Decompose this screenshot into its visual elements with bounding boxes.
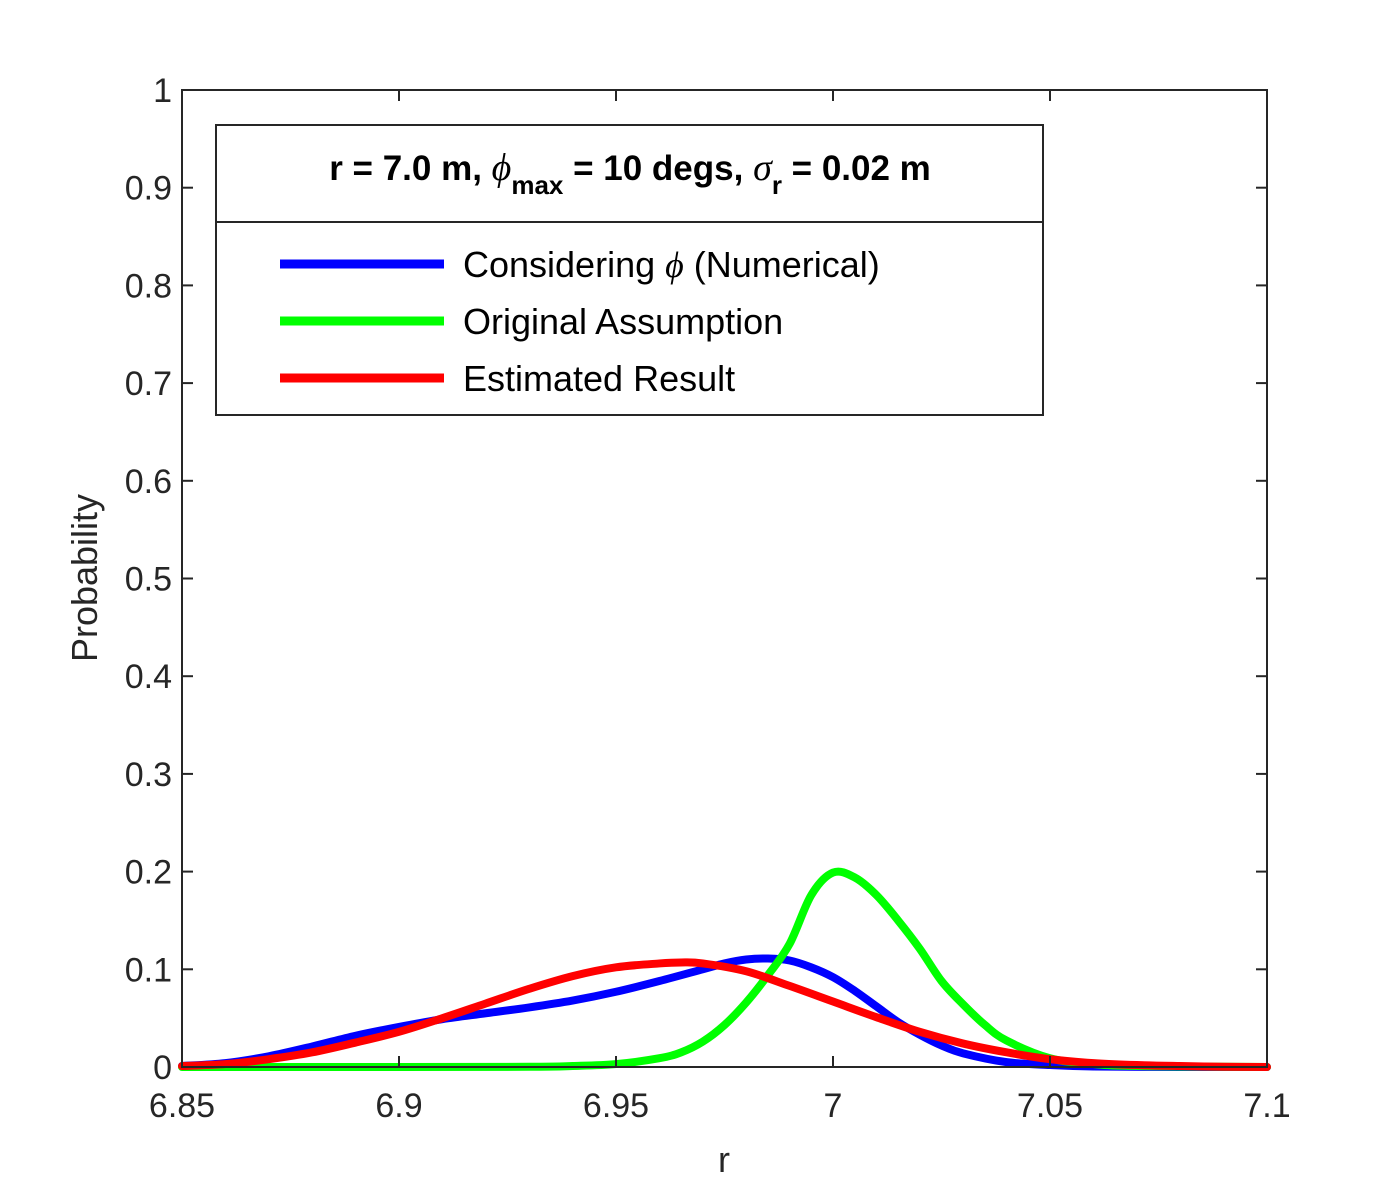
x-tick-label-3: 7 xyxy=(824,1087,843,1125)
series-line-2 xyxy=(178,958,1271,1071)
y-axis-label: Probability xyxy=(64,494,105,662)
legend-label-original: Original Assumption xyxy=(463,301,783,342)
y-tick-label-9: 0.9 xyxy=(125,170,172,208)
legend-label-estimated: Estimated Result xyxy=(463,358,735,399)
y-tick-label-6: 0.6 xyxy=(125,463,172,501)
series-line-1 xyxy=(178,867,1271,1072)
series-group xyxy=(178,867,1271,1072)
series-line-0 xyxy=(178,954,1271,1072)
legend-box xyxy=(215,124,1044,416)
y-tick-label-8: 0.8 xyxy=(125,267,172,305)
x-tick-label-4: 7.05 xyxy=(1017,1087,1083,1125)
x-tick-labels: 6.85 6.9 6.95 7 7.05 7.1 xyxy=(149,1087,1291,1125)
x-tick-label-2: 6.95 xyxy=(583,1087,649,1125)
y-tick-label-0: 0 xyxy=(153,1049,172,1087)
y-tick-labels: 0 0.1 0.2 0.3 0.4 0.5 0.6 0.7 0.8 0.9 1 xyxy=(125,72,172,1087)
y-tick-label-10: 1 xyxy=(153,72,172,110)
y-tick-label-4: 0.4 xyxy=(125,658,172,696)
y-tick-label-7: 0.7 xyxy=(125,365,172,403)
y-tick-label-3: 0.3 xyxy=(125,756,172,794)
x-axis-label: r xyxy=(718,1139,730,1180)
x-tick-label-0: 6.85 xyxy=(149,1087,215,1125)
y-tick-label-1: 0.1 xyxy=(125,951,172,989)
x-tick-label-1: 6.9 xyxy=(375,1087,422,1125)
legend-title: r = 7.0 m, ϕmax = 10 degs, σr = 0.02 m xyxy=(329,147,931,200)
y-tick-label-2: 0.2 xyxy=(125,854,172,892)
y-tick-label-5: 0.5 xyxy=(125,561,172,599)
axes-box xyxy=(181,89,1268,1068)
legend: r = 7.0 m, ϕmax = 10 degs, σr = 0.02 m C… xyxy=(215,124,1044,416)
x-tick-label-5: 7.1 xyxy=(1243,1087,1290,1125)
legend-label-numerical: Considering ϕ (Numerical) xyxy=(463,244,880,285)
